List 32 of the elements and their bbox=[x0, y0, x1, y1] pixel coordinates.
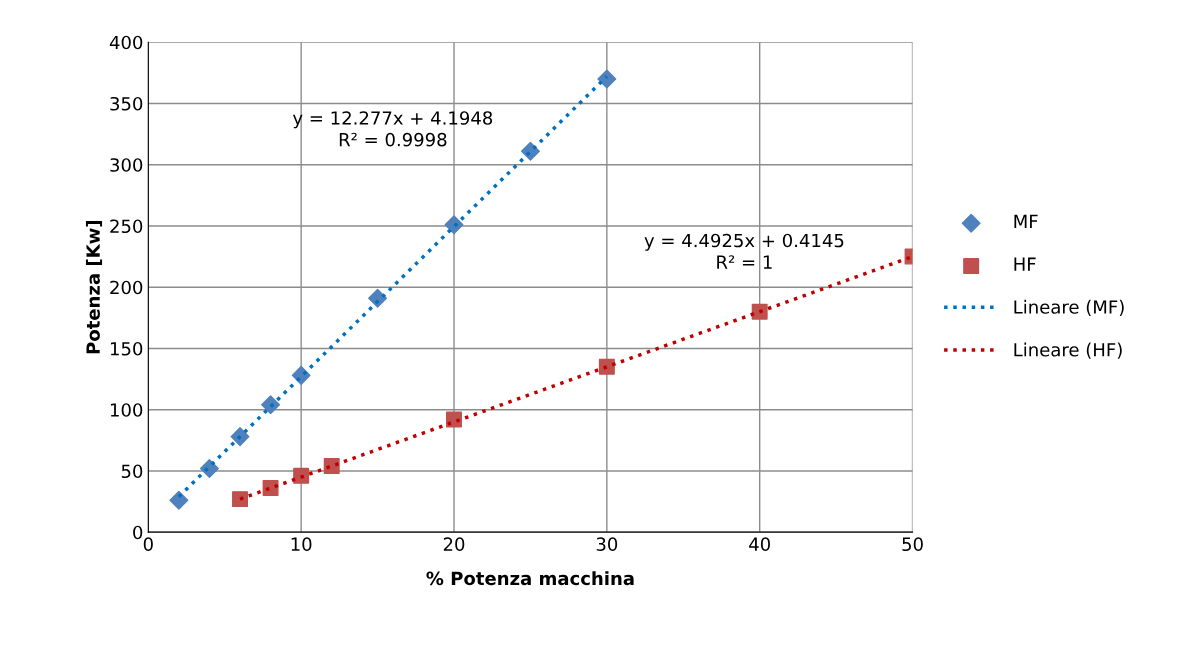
point bbox=[751, 303, 768, 320]
x-tick-label: 40 bbox=[749, 537, 770, 552]
x-tick-label: 20 bbox=[443, 537, 465, 552]
x-tick-label: 10 bbox=[291, 537, 312, 552]
y-tick-label: 250 bbox=[110, 219, 143, 234]
y-tick-label: 150 bbox=[110, 341, 143, 356]
point bbox=[261, 395, 281, 415]
point bbox=[597, 69, 617, 89]
y-axis-title: Potenza [Kw] bbox=[85, 220, 103, 354]
y-tick-label: 350 bbox=[110, 96, 143, 111]
y-tick-label: 300 bbox=[110, 158, 143, 172]
point bbox=[444, 215, 464, 235]
legend-label: Lineare (MF) bbox=[1014, 299, 1124, 316]
x-tick-label: 50 bbox=[902, 537, 923, 552]
y-tick-label: 100 bbox=[110, 403, 143, 417]
point bbox=[232, 491, 248, 508]
x-tick-label: 30 bbox=[596, 537, 618, 552]
y-tick-label: 400 bbox=[109, 35, 143, 50]
legend-label: HF bbox=[1014, 257, 1036, 271]
point bbox=[230, 427, 250, 447]
y-tick-label: 50 bbox=[121, 464, 143, 479]
y-tick-label: 200 bbox=[110, 280, 143, 295]
x-axis-title: % Potenza macchina bbox=[426, 571, 634, 586]
annotation: y = 4.4925x + 0.4145 R² = 1 bbox=[644, 233, 844, 269]
point bbox=[169, 490, 189, 510]
annotation: y = 12.277x + 4.1948 R² = 0.9998 bbox=[292, 111, 493, 147]
y-tick-label: 0 bbox=[133, 525, 143, 540]
legend-label: Lineare (HF) bbox=[1014, 342, 1122, 359]
x-tick-label: 0 bbox=[143, 537, 153, 552]
point bbox=[293, 467, 310, 484]
legend-label: MF bbox=[1014, 214, 1038, 229]
point bbox=[598, 358, 615, 375]
